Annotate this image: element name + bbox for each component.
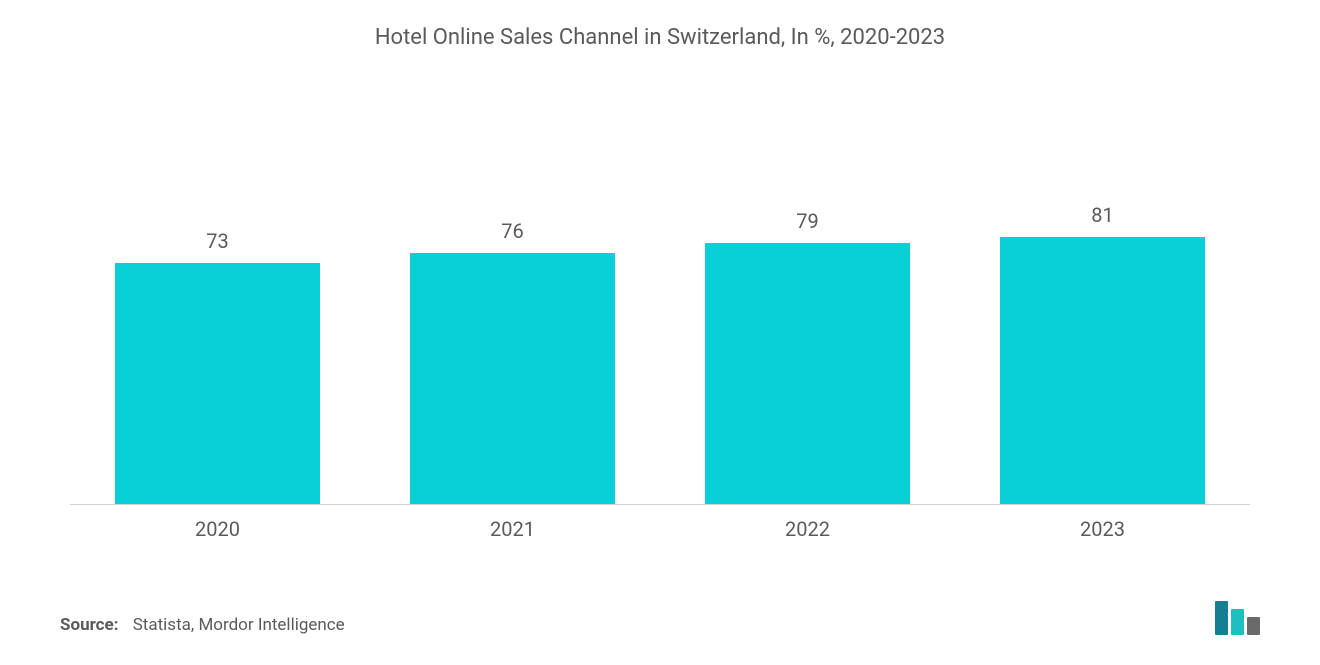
bar [1000, 237, 1205, 504]
chart-area: 73 76 79 81 2020202120222023 [60, 95, 1260, 591]
bar-value-label: 79 [796, 209, 818, 233]
bar-slot: 76 [365, 165, 660, 504]
x-axis-label: 2023 [955, 517, 1250, 541]
source-line: Source: Statista, Mordor Intelligence [60, 615, 345, 635]
chart-title: Hotel Online Sales Channel in Switzerlan… [60, 25, 1260, 95]
bar-slot: 81 [955, 165, 1250, 504]
logo-bar-icon [1231, 609, 1244, 635]
x-axis-label: 2022 [660, 517, 955, 541]
bar-slot: 79 [660, 165, 955, 504]
bar [410, 253, 615, 504]
chart-plot: 73 76 79 81 [70, 95, 1250, 505]
chart-container: Hotel Online Sales Channel in Switzerlan… [0, 0, 1320, 665]
logo-bar-icon [1247, 617, 1260, 635]
bar [705, 243, 910, 504]
x-axis: 2020202120222023 [70, 505, 1250, 591]
brand-logo-icon [1215, 601, 1260, 635]
x-axis-label: 2020 [70, 517, 365, 541]
bar-value-label: 81 [1091, 203, 1113, 227]
bar-value-label: 73 [206, 229, 228, 253]
bar [115, 263, 320, 504]
bar-value-label: 76 [501, 219, 523, 243]
x-axis-label: 2021 [365, 517, 660, 541]
bar-slot: 73 [70, 165, 365, 504]
source-text: Statista, Mordor Intelligence [133, 615, 345, 635]
logo-bar-icon [1215, 601, 1228, 635]
source-label: Source: [60, 615, 118, 635]
chart-footer: Source: Statista, Mordor Intelligence [60, 591, 1260, 635]
